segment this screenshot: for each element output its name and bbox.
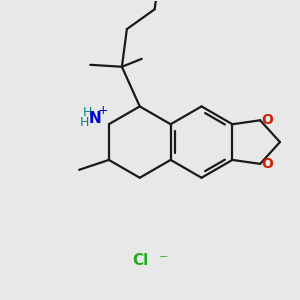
- Text: O: O: [261, 157, 273, 171]
- Text: H: H: [82, 106, 92, 119]
- Text: ⁻: ⁻: [159, 252, 169, 270]
- Text: H: H: [80, 116, 89, 129]
- Text: O: O: [261, 113, 273, 127]
- Text: +: +: [98, 104, 108, 117]
- Text: Cl: Cl: [132, 254, 148, 268]
- Text: N: N: [88, 111, 101, 126]
